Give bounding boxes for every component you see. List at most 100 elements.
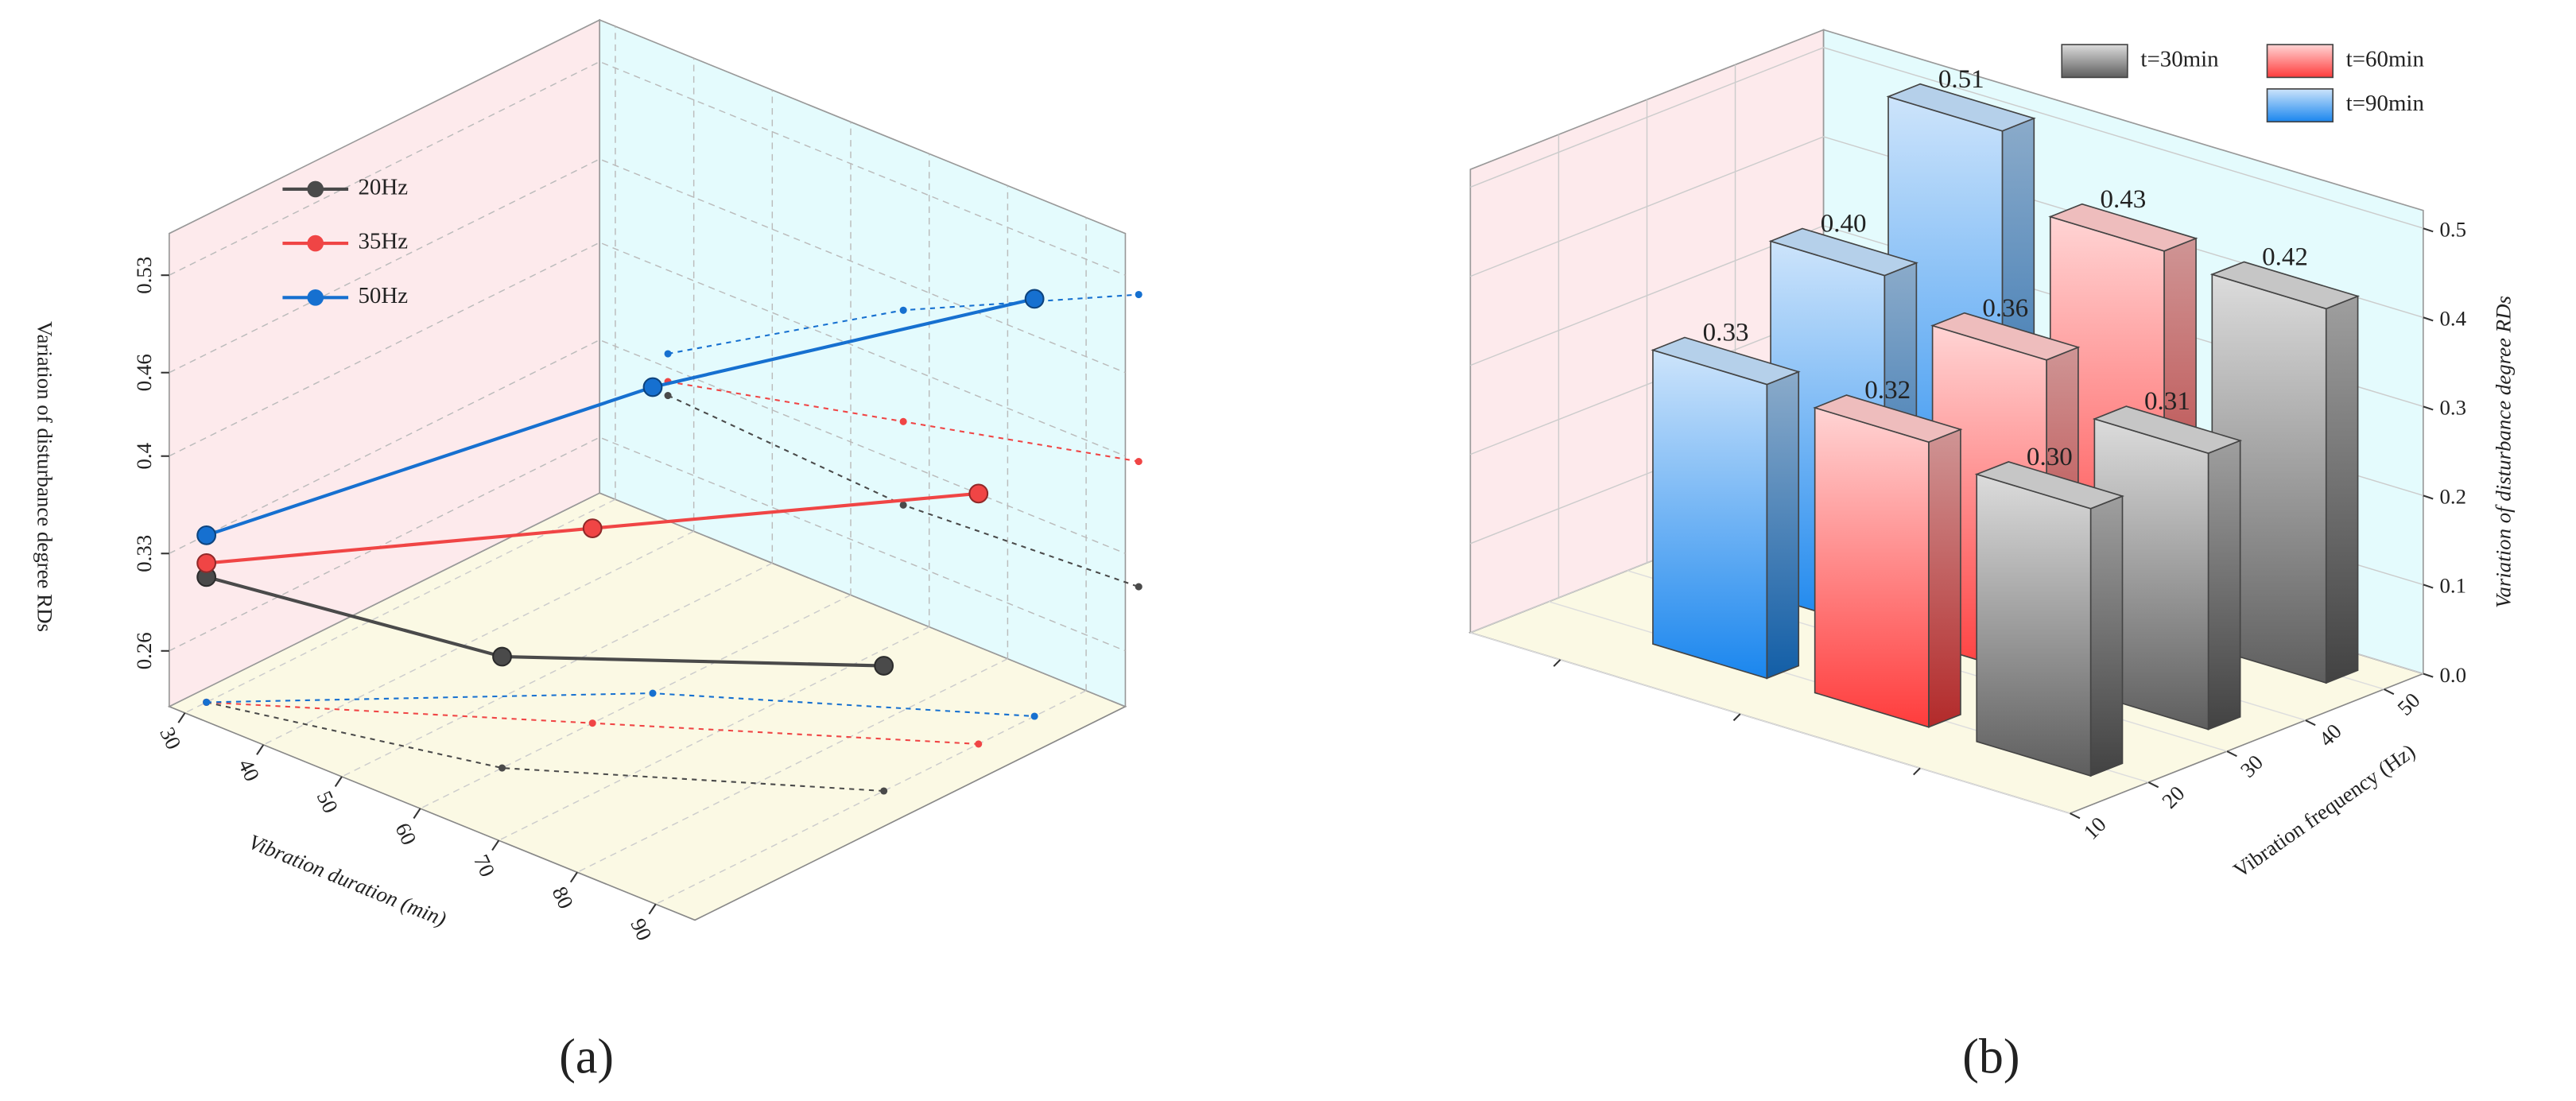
x-tick (2070, 812, 2081, 820)
value-label: 0.51 (1938, 65, 1984, 94)
x-axis-label: Vibration duration (min) (246, 830, 450, 932)
panel-b: 0.0 0.1 0.2 0.3 0.4 0.5 10 20 30 40 50 Variation of… (1468, 29, 2515, 1084)
floor-point (975, 740, 983, 748)
panel-a: 0.26 0.33 0.4 0.46 0.53 30 40 50 60 70 80 90 Variati… (33, 18, 1143, 1084)
legend-label: 35Hz (358, 229, 408, 254)
bar-top (1813, 394, 1963, 443)
bar-front (1976, 473, 2092, 777)
y-tick-label: 0.0 (2439, 663, 2466, 687)
floor-projection (206, 701, 884, 793)
bar-top (1974, 461, 2125, 510)
wall-point (899, 501, 907, 509)
bar: 0.30 (1974, 443, 2125, 777)
wall-point (1135, 583, 1143, 591)
value-label: 0.36 (1982, 294, 2028, 323)
legend-marker (307, 235, 324, 252)
value-label: 0.30 (2027, 443, 2073, 471)
bar-top (1768, 227, 1918, 277)
bar-side (2089, 494, 2124, 777)
bar-side (1766, 370, 1800, 680)
data-point (1024, 289, 1045, 309)
y-tick-label: 0.33 (132, 535, 156, 572)
value-label: 0.42 (2262, 242, 2308, 271)
x-tick-label: 30 (2236, 750, 2268, 782)
panel-label: (b) (1962, 1029, 2019, 1084)
legend-swatch (2061, 44, 2128, 79)
legend-marker (307, 289, 324, 306)
x-tick (2147, 781, 2159, 789)
x-tick (177, 712, 186, 723)
y-tick-label: 0.4 (132, 442, 156, 469)
value-label: 0.40 (1821, 210, 1867, 238)
y-tick (2423, 494, 2434, 500)
wall-point (664, 350, 672, 358)
x-tick-label: 80 (548, 883, 579, 913)
data-point (196, 552, 217, 573)
floor-point (203, 698, 211, 706)
wall-point (1135, 458, 1143, 466)
x-tick-label: 50 (312, 787, 343, 816)
data-point (582, 518, 603, 539)
wall-point (1135, 290, 1143, 299)
right-wall (599, 18, 1127, 708)
x-tick (334, 776, 343, 787)
y-tick-label: 0.26 (132, 632, 156, 669)
y-tick-label: 0.4 (2439, 307, 2466, 331)
y-tick (2423, 405, 2434, 411)
legend-label: 50Hz (358, 283, 408, 308)
grid-line (1470, 47, 2424, 229)
legend-swatch (2266, 88, 2334, 123)
bar-side (2325, 295, 2359, 684)
floor-point (588, 719, 596, 727)
x-tick-label: 20 (2157, 781, 2189, 813)
legend-label: t=90min (2346, 91, 2425, 116)
bar-top (1886, 83, 2036, 132)
data-point (492, 646, 512, 667)
bar-side (2207, 440, 2241, 731)
floor-point (880, 787, 888, 795)
edge-tick (1732, 713, 1741, 722)
bar: 0.32 (1813, 376, 1963, 728)
y-tick-label: 0.46 (132, 354, 156, 391)
bar-front (1652, 349, 1768, 680)
bar: 0.33 (1651, 319, 1801, 680)
value-label: 0.33 (1703, 319, 1749, 347)
wall-point (899, 417, 907, 425)
grid-line (1470, 136, 2424, 318)
y-tick-label: 0.53 (132, 257, 156, 294)
x-tick-label: 40 (234, 755, 265, 785)
bar-top (2092, 405, 2243, 455)
x-tick (2305, 719, 2316, 727)
x-tick (491, 839, 500, 851)
bar-top (2048, 203, 2198, 252)
legend-swatch (2266, 44, 2334, 79)
y-axis-label: Variation of disturbance degree RDs (33, 321, 57, 632)
y-tick-label: 0.5 (2439, 217, 2466, 241)
bar-top (2209, 261, 2361, 310)
x-tick (2384, 688, 2395, 696)
y-tick-label: 0.1 (2439, 574, 2466, 598)
x-tick-label: 90 (626, 915, 657, 944)
panel-label: (a) (559, 1029, 614, 1084)
wall-point (899, 306, 907, 314)
value-label: 0.31 (2144, 387, 2190, 416)
legend-marker (307, 180, 324, 198)
legend-label: 20Hz (358, 175, 408, 200)
y-tick (2423, 673, 2434, 678)
data-point (196, 525, 217, 545)
x-tick (2226, 750, 2237, 758)
edge-tick (1913, 767, 1921, 776)
x-tick-label: 10 (2079, 812, 2111, 844)
y-tick-label: 0.2 (2439, 485, 2466, 509)
bar-top (1930, 312, 2081, 361)
floor-point (1030, 712, 1038, 720)
y-tick (2423, 227, 2434, 233)
bar-side (1928, 428, 1961, 728)
grid-line (1470, 632, 2070, 814)
y-tick-label: 0.3 (2439, 396, 2466, 420)
x-tick-label: 70 (469, 851, 500, 881)
bar-top (1651, 336, 1801, 386)
floor-point (649, 689, 657, 697)
